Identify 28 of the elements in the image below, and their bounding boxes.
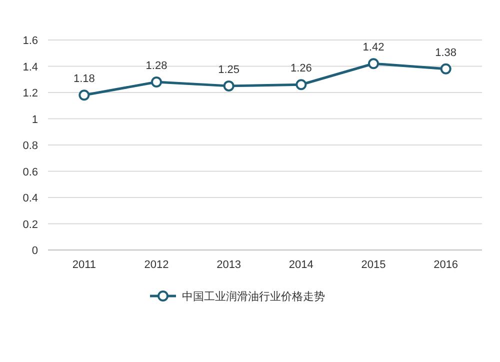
- data-label: 1.25: [218, 64, 240, 76]
- point: [296, 79, 307, 90]
- x-tick-label: 2015: [361, 259, 386, 271]
- x-tick-label: 2011: [72, 259, 96, 271]
- x-tick-label: 2012: [144, 259, 169, 271]
- x-tick-label: 2013: [216, 259, 242, 271]
- y-tick-label: 0.8: [22, 140, 38, 152]
- y-tick-label: 1: [32, 114, 38, 126]
- y-tick-label: 0.4: [22, 192, 38, 204]
- x-tick-label: 2014: [288, 259, 314, 271]
- point: [78, 90, 90, 101]
- data-label: 1.26: [290, 62, 312, 75]
- point: [223, 80, 234, 92]
- y-tick-label: 1.6: [22, 35, 38, 47]
- data-label: 1.28: [146, 60, 168, 72]
- y-tick-label: 0: [32, 245, 38, 257]
- point: [151, 76, 162, 88]
- legend-label: 中国工业润滑油行业价格走势: [182, 290, 325, 303]
- y-tick-label: 0.6: [22, 166, 38, 178]
- data-label: 1.18: [73, 73, 95, 86]
- y-tick-label: 1.4: [22, 61, 38, 74]
- y-tick-label: 0.2: [22, 218, 38, 231]
- point: [368, 58, 379, 70]
- y-tick-label: 1.2: [22, 88, 38, 100]
- data-label: 1.38: [435, 46, 457, 59]
- point: [440, 63, 452, 74]
- x-tick-label: 2016: [434, 259, 458, 271]
- data-label: 1.42: [362, 42, 384, 54]
